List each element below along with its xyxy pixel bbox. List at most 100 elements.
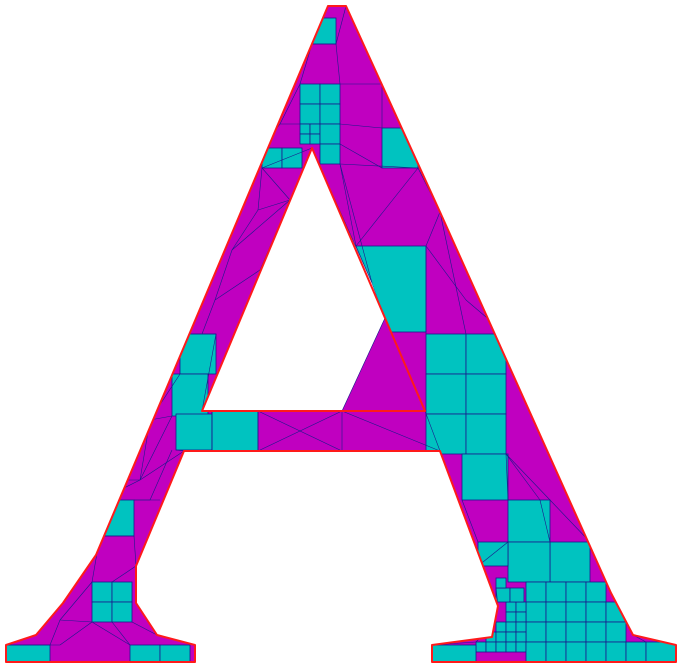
mesh-edge bbox=[261, 147, 313, 169]
quad-element bbox=[475, 641, 487, 653]
mesh-edge bbox=[59, 581, 93, 621]
quad-element bbox=[495, 641, 507, 653]
mesh-edge bbox=[201, 299, 216, 335]
quad-element bbox=[585, 601, 607, 623]
quad-element bbox=[565, 641, 587, 662]
mesh-edge bbox=[175, 449, 185, 452]
quad-element bbox=[545, 641, 567, 662]
mesh-edge bbox=[505, 453, 509, 501]
quad-element bbox=[585, 581, 607, 603]
quad-element bbox=[465, 373, 507, 415]
quad-element bbox=[545, 581, 567, 603]
quad-element bbox=[507, 499, 551, 543]
mesh-edge bbox=[355, 167, 419, 247]
quad-element bbox=[525, 641, 547, 662]
quad-element bbox=[299, 83, 321, 105]
mesh-edge bbox=[257, 199, 291, 211]
quad-element bbox=[381, 127, 419, 169]
quad-elements bbox=[6, 17, 676, 662]
quad-element bbox=[515, 621, 527, 633]
quad-element bbox=[111, 601, 133, 623]
mesh-edge bbox=[214, 249, 233, 301]
mesh-edge bbox=[231, 209, 259, 251]
quad-element bbox=[425, 333, 467, 375]
quad-element bbox=[585, 621, 607, 643]
quad-element bbox=[319, 83, 341, 105]
mesh-edge bbox=[539, 499, 551, 543]
mesh-edge bbox=[261, 167, 291, 201]
quad-element bbox=[525, 601, 547, 623]
quad-element bbox=[605, 601, 627, 623]
mesh-edge bbox=[111, 565, 137, 583]
mesh-edge bbox=[59, 621, 93, 646]
quad-element bbox=[431, 644, 477, 662]
mesh-edge bbox=[339, 163, 373, 284]
quad-element bbox=[179, 333, 217, 375]
quad-element bbox=[505, 611, 517, 623]
quad-element bbox=[507, 541, 551, 583]
quad-element bbox=[311, 17, 337, 45]
quad-element bbox=[425, 373, 467, 415]
quad-element bbox=[515, 641, 527, 653]
quad-element bbox=[129, 644, 161, 662]
mesh-edge bbox=[49, 619, 61, 646]
mesh-edge bbox=[335, 43, 341, 85]
quad-element bbox=[515, 601, 527, 613]
mesh-edge bbox=[257, 410, 343, 452]
quad-element bbox=[211, 410, 259, 452]
mesh-edge bbox=[91, 621, 131, 646]
quad-element bbox=[299, 103, 321, 125]
mesh-edge bbox=[149, 449, 173, 501]
letter-a-boundary bbox=[5, 5, 677, 663]
mesh-edge bbox=[549, 499, 591, 543]
quad-element bbox=[309, 133, 321, 145]
mesh-edge bbox=[214, 269, 261, 301]
mesh-edge bbox=[201, 333, 217, 412]
mesh-edge bbox=[477, 541, 509, 567]
quad-element bbox=[175, 413, 213, 451]
mesh-edge bbox=[257, 167, 263, 211]
quad-element bbox=[495, 577, 507, 589]
mesh-edge bbox=[133, 535, 137, 567]
quad-element bbox=[565, 621, 587, 643]
quad-element bbox=[525, 581, 547, 603]
mesh-edge bbox=[505, 453, 551, 501]
quad-element bbox=[645, 641, 676, 662]
mesh-edge bbox=[425, 211, 441, 247]
quad-element bbox=[505, 621, 517, 633]
quad-element bbox=[319, 123, 341, 145]
quad-element bbox=[549, 541, 591, 583]
mesh-edge bbox=[439, 211, 467, 335]
quad-element bbox=[565, 601, 587, 623]
quad-element bbox=[605, 621, 627, 643]
quad-element bbox=[495, 631, 507, 643]
quad-element bbox=[509, 587, 525, 603]
quad-element bbox=[6, 644, 51, 662]
quad-element bbox=[159, 644, 191, 662]
quad-element bbox=[505, 641, 517, 653]
quad-element bbox=[465, 413, 507, 455]
quad-element bbox=[495, 621, 507, 633]
quad-element bbox=[625, 641, 647, 662]
mesh-edge bbox=[341, 410, 441, 452]
quad-element bbox=[545, 621, 567, 643]
quad-element bbox=[319, 103, 341, 125]
mesh-edge bbox=[425, 245, 467, 301]
quad-element bbox=[585, 641, 607, 662]
mesh-edge bbox=[131, 621, 158, 636]
quad-element bbox=[605, 641, 627, 662]
mesh-edge bbox=[59, 619, 93, 623]
mesh-edge bbox=[355, 245, 373, 284]
quad-element bbox=[505, 601, 517, 613]
quad-element bbox=[485, 641, 497, 653]
quad-element bbox=[565, 581, 587, 603]
mesh-edge bbox=[424, 410, 441, 452]
quad-element bbox=[299, 133, 311, 145]
mesh-edge bbox=[461, 499, 479, 543]
quad-element bbox=[461, 453, 509, 501]
mesh-edge bbox=[339, 163, 419, 169]
quad-element bbox=[355, 245, 427, 333]
mesh-edge bbox=[111, 621, 131, 646]
quad-element bbox=[505, 631, 517, 643]
